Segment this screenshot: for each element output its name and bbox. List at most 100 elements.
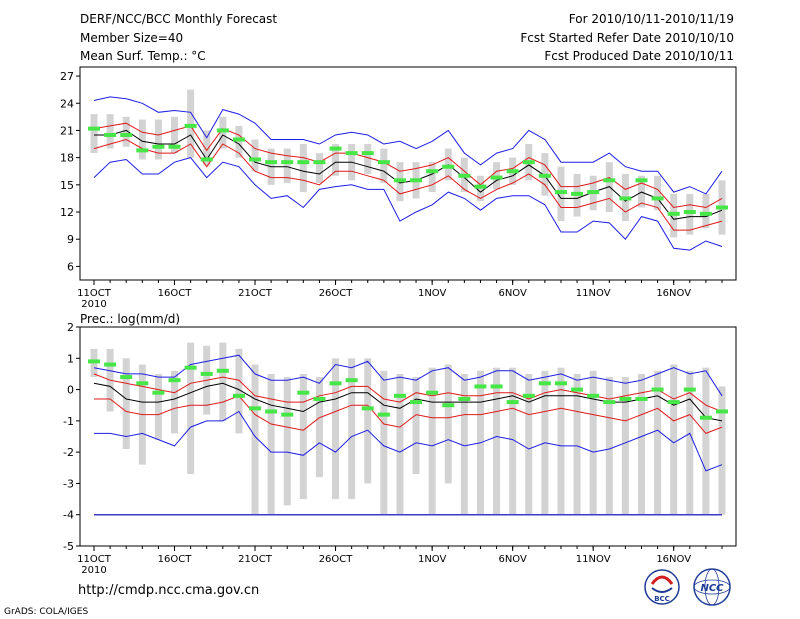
median-mark bbox=[265, 409, 278, 414]
median-mark bbox=[635, 396, 648, 401]
median-mark bbox=[393, 178, 406, 183]
range-box bbox=[621, 377, 629, 515]
median-mark bbox=[377, 160, 390, 165]
median-mark bbox=[329, 381, 342, 386]
y-tick-label: 1 bbox=[67, 352, 74, 365]
y-tick-label: -4 bbox=[63, 509, 74, 522]
median-mark bbox=[458, 396, 471, 401]
range-box bbox=[509, 367, 517, 515]
median-mark bbox=[619, 196, 632, 201]
range-box bbox=[138, 119, 146, 160]
median-mark bbox=[410, 400, 423, 405]
x-tick-label: 11OCT bbox=[77, 288, 112, 299]
median-mark bbox=[216, 128, 229, 133]
range-box bbox=[670, 364, 678, 515]
median-mark bbox=[506, 400, 519, 405]
ncc-logo-text: NCC bbox=[700, 583, 724, 594]
source-url[interactable]: http://cmdp.ncc.cma.gov.cn bbox=[78, 583, 260, 598]
median-mark bbox=[200, 157, 213, 162]
range-box bbox=[364, 144, 372, 174]
series-mean-std bbox=[93, 373, 723, 412]
series-ensemble-min bbox=[93, 157, 723, 251]
series-mean-std bbox=[94, 395, 723, 434]
y-tick-label: -3 bbox=[63, 477, 74, 490]
range-box bbox=[203, 130, 211, 165]
range-box bbox=[235, 348, 243, 434]
median-mark bbox=[313, 396, 326, 401]
median-mark bbox=[120, 132, 133, 137]
range-box bbox=[315, 377, 323, 478]
precip-panel-label: Prec.: log(mm/d) bbox=[80, 312, 181, 326]
median-mark bbox=[297, 390, 310, 395]
median-mark bbox=[490, 175, 503, 180]
range-box bbox=[686, 370, 694, 515]
median-mark bbox=[377, 412, 390, 417]
series-ensemble-min bbox=[94, 410, 723, 472]
series-mean-std bbox=[93, 138, 723, 231]
range-box bbox=[444, 364, 452, 484]
y-tick-label: -1 bbox=[63, 415, 74, 428]
x-tick-label: 16NOV bbox=[656, 288, 691, 299]
range-box bbox=[412, 377, 420, 475]
produced-date: Fcst Produced Date 2010/10/11 bbox=[544, 49, 734, 63]
median-mark bbox=[603, 178, 616, 183]
median-mark bbox=[168, 378, 181, 383]
median-mark bbox=[522, 393, 535, 398]
x-tick-label: 16NOV bbox=[656, 554, 691, 565]
range-box bbox=[122, 358, 130, 450]
median-mark bbox=[474, 184, 487, 189]
range-box bbox=[589, 370, 597, 515]
median-mark bbox=[393, 393, 406, 398]
y-tick-label: -2 bbox=[63, 446, 74, 459]
x-tick-label: 11OCT bbox=[77, 554, 112, 565]
median-mark bbox=[265, 160, 278, 165]
x-tick-sublabel: 2010 bbox=[81, 565, 106, 576]
y-tick-label: 15 bbox=[60, 179, 74, 192]
range-box bbox=[332, 358, 340, 500]
median-mark bbox=[619, 396, 632, 401]
range-box bbox=[219, 342, 227, 421]
median-mark bbox=[281, 412, 294, 417]
x-tick-label: 11NOV bbox=[576, 554, 611, 565]
y-tick-label: 2 bbox=[67, 321, 74, 334]
median-mark bbox=[651, 387, 664, 392]
range-box bbox=[364, 358, 372, 484]
median-mark bbox=[152, 390, 165, 395]
median-mark bbox=[410, 178, 423, 183]
range-box bbox=[525, 373, 533, 515]
range-box bbox=[428, 367, 436, 515]
x-tick-label: 11NOV bbox=[576, 288, 611, 299]
range-box bbox=[654, 370, 662, 515]
median-mark bbox=[683, 210, 696, 215]
median-mark bbox=[538, 381, 551, 386]
range-box bbox=[299, 373, 307, 500]
x-tick-label: 21OCT bbox=[238, 288, 273, 299]
range-box bbox=[557, 367, 565, 515]
range-box bbox=[251, 364, 259, 515]
range-box bbox=[171, 116, 179, 154]
median-mark bbox=[571, 387, 584, 392]
range-box bbox=[332, 144, 340, 176]
median-mark bbox=[490, 384, 503, 389]
range-box bbox=[283, 148, 291, 184]
median-mark bbox=[136, 381, 149, 386]
range-box bbox=[122, 116, 130, 147]
median-mark bbox=[104, 362, 117, 367]
series-mean-std bbox=[93, 122, 723, 209]
median-mark bbox=[361, 406, 374, 411]
median-mark bbox=[104, 132, 117, 137]
median-mark bbox=[716, 205, 728, 210]
x-tick-label: 26OCT bbox=[319, 288, 354, 299]
median-mark bbox=[88, 126, 100, 131]
y-tick-label: 27 bbox=[60, 70, 74, 83]
median-mark bbox=[216, 368, 229, 373]
range-box bbox=[396, 373, 404, 515]
range-box bbox=[187, 342, 195, 475]
median-mark bbox=[635, 178, 648, 183]
range-box bbox=[428, 162, 436, 193]
range-box bbox=[106, 114, 114, 149]
range-box bbox=[187, 89, 195, 158]
median-mark bbox=[442, 403, 455, 408]
